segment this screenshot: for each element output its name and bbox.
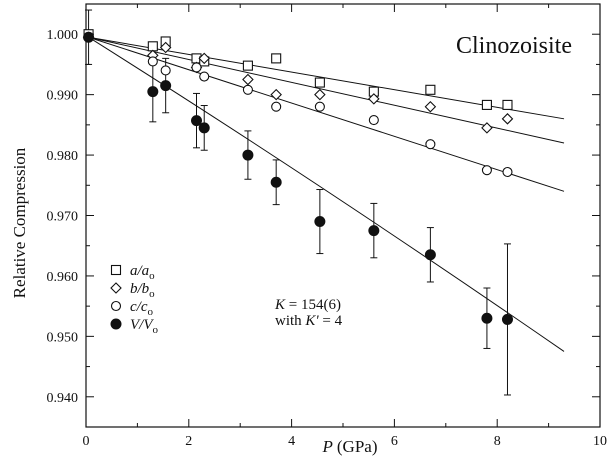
x-tick-label: 6 bbox=[391, 434, 398, 449]
legend-label: V/Vo bbox=[130, 317, 159, 336]
x-axis-unit: (GPa) bbox=[337, 437, 378, 456]
y-tick-label: 0.960 bbox=[47, 270, 79, 285]
data-point bbox=[198, 122, 210, 134]
data-point bbox=[425, 139, 436, 150]
data-point bbox=[502, 99, 513, 110]
x-tick-label: 4 bbox=[288, 434, 295, 449]
data-point bbox=[199, 71, 210, 82]
data-point bbox=[242, 84, 253, 95]
fit-line-volume bbox=[88, 36, 565, 352]
data-point bbox=[314, 77, 325, 88]
x-tick-label: 0 bbox=[83, 434, 90, 449]
legend-marker bbox=[110, 264, 122, 276]
y-axis-label: Relative Compression bbox=[10, 147, 29, 298]
data-point bbox=[159, 41, 172, 54]
annotation-line-1: K = 154(6) bbox=[274, 297, 341, 313]
data-point bbox=[270, 88, 282, 101]
data-point bbox=[368, 225, 380, 237]
legend-label: a/ao bbox=[130, 263, 155, 282]
annotation-line-2: with K' = 4 bbox=[275, 313, 343, 329]
data-point bbox=[314, 216, 326, 228]
legend-label: c/co bbox=[130, 299, 153, 318]
legend: a/aob/boc/coV/Vo bbox=[110, 263, 159, 336]
data-point bbox=[147, 56, 158, 67]
data-point bbox=[191, 115, 203, 127]
fit-line bbox=[88, 36, 565, 192]
data-point bbox=[242, 73, 254, 86]
data-point bbox=[501, 313, 513, 325]
y-tick-label: 0.980 bbox=[47, 149, 79, 164]
data-point bbox=[198, 52, 210, 65]
data-point bbox=[314, 88, 326, 101]
annotation-k-value: = 154(6) bbox=[285, 297, 341, 313]
data-point bbox=[368, 114, 379, 126]
y-tick-label: 0.970 bbox=[47, 210, 79, 225]
x-axis-var: P bbox=[322, 437, 333, 456]
data-point bbox=[160, 65, 171, 76]
data-point bbox=[424, 100, 437, 113]
legend-marker bbox=[110, 318, 122, 330]
data-point bbox=[481, 99, 492, 110]
data-point bbox=[160, 80, 172, 92]
x-axis-label: P (GPa) bbox=[322, 437, 378, 456]
chart-title: Clinozoisite bbox=[456, 33, 572, 59]
data-point bbox=[424, 249, 436, 261]
data-point bbox=[368, 93, 380, 105]
data-point bbox=[191, 62, 202, 73]
annotation-k-var: K bbox=[274, 297, 286, 313]
data-point bbox=[242, 60, 253, 71]
x-tick-label: 8 bbox=[494, 434, 501, 449]
legend-label: b/bo bbox=[130, 281, 155, 300]
y-tick-label: 0.990 bbox=[47, 89, 79, 104]
y-tick-label: 1.000 bbox=[47, 28, 79, 43]
legend-marker bbox=[110, 300, 122, 312]
data-point bbox=[314, 101, 325, 112]
data-point bbox=[502, 166, 513, 178]
data-points bbox=[82, 29, 514, 325]
data-point bbox=[481, 122, 493, 134]
data-point bbox=[501, 113, 514, 125]
data-point bbox=[271, 101, 282, 112]
x-tick-label: 2 bbox=[185, 434, 192, 449]
data-point bbox=[481, 312, 493, 324]
annotation-kp-var: K' bbox=[304, 313, 319, 329]
data-point bbox=[481, 165, 492, 176]
data-point bbox=[83, 31, 95, 43]
data-point bbox=[147, 86, 159, 98]
x-tick-label: 10 bbox=[593, 434, 607, 449]
data-point bbox=[271, 53, 282, 64]
plot-frame: 0 2 4 6 8 10 0.940 0.950 0.960 0.970 0.980 0.990 1.0… bbox=[47, 3, 607, 449]
data-point bbox=[425, 84, 436, 95]
y-tick-label: 0.950 bbox=[47, 330, 79, 345]
annotation-kp-value: = 4 bbox=[319, 313, 343, 329]
annotation-kp-pre: with bbox=[275, 313, 305, 329]
data-point bbox=[270, 176, 282, 188]
data-point bbox=[147, 41, 158, 52]
data-point bbox=[242, 149, 254, 161]
error-bars bbox=[85, 9, 511, 396]
y-tick-label: 0.940 bbox=[47, 391, 79, 406]
legend-marker bbox=[110, 282, 122, 294]
